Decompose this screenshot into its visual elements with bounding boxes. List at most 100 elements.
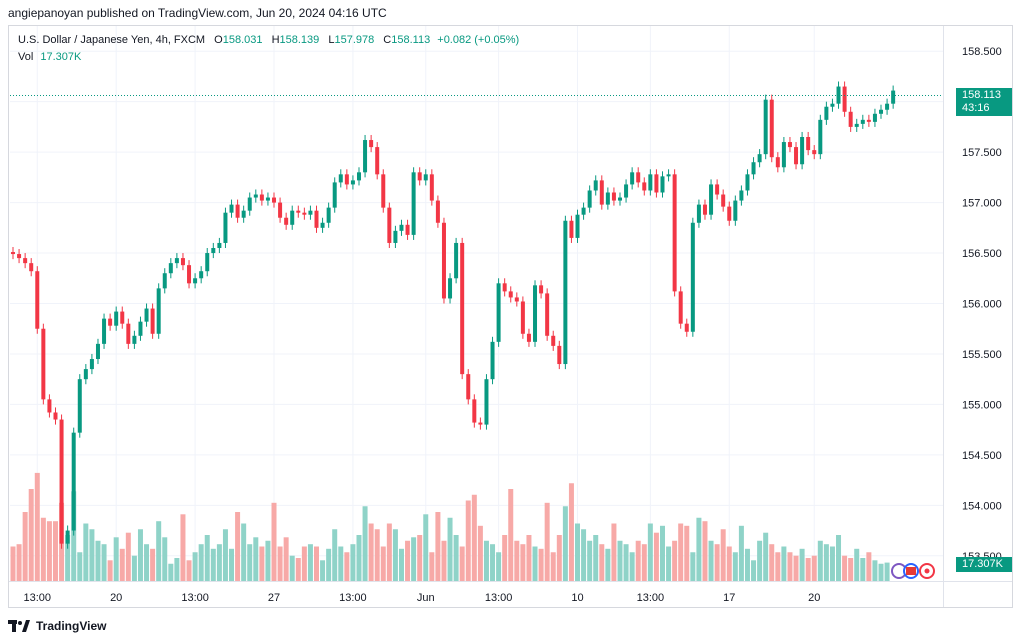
candle bbox=[332, 177, 337, 213]
volume-bar bbox=[659, 525, 665, 581]
candle-body bbox=[654, 174, 659, 193]
volume-bar bbox=[836, 535, 842, 581]
time-axis: 13:00 20 13:00 27 13:00 Jun 13:00 10 13:00 17 20 bbox=[24, 592, 821, 604]
close-value: 158.113 bbox=[391, 34, 431, 46]
volume-bar bbox=[435, 512, 441, 581]
volume-bar bbox=[702, 521, 708, 581]
candle bbox=[885, 98, 890, 115]
candle-body bbox=[624, 184, 629, 198]
symbol-legend: U.S. Dollar / Japanese Yen, 4h, FXCM O 15… bbox=[18, 32, 519, 65]
open-label: O bbox=[214, 34, 223, 46]
candle bbox=[168, 258, 173, 279]
candle bbox=[715, 179, 720, 200]
volume-bar bbox=[866, 552, 872, 581]
volume-bar bbox=[326, 548, 332, 581]
candle-body bbox=[114, 311, 119, 326]
volume-bar bbox=[441, 540, 447, 581]
candle-body bbox=[35, 271, 40, 329]
volume-label[interactable]: Vol bbox=[18, 51, 34, 63]
candle bbox=[824, 101, 829, 125]
candle bbox=[284, 212, 289, 230]
volume-bar bbox=[362, 506, 368, 581]
candle bbox=[666, 169, 671, 182]
candle bbox=[114, 306, 119, 331]
candle bbox=[296, 205, 301, 218]
candle-body bbox=[89, 359, 94, 370]
candle-body bbox=[144, 308, 149, 322]
volume-bar bbox=[708, 540, 714, 581]
candle-body bbox=[435, 200, 440, 223]
candle-body bbox=[885, 103, 890, 110]
volume-bar bbox=[332, 529, 338, 581]
footer-brand[interactable]: TradingView bbox=[8, 619, 106, 633]
volume-bar bbox=[465, 500, 471, 581]
volume-bar bbox=[150, 548, 156, 581]
volume-bar bbox=[860, 558, 866, 581]
y-tick-label: 156.500 bbox=[962, 248, 1002, 260]
gridlines bbox=[10, 26, 943, 581]
candle-body bbox=[721, 194, 726, 207]
candle-body bbox=[259, 194, 264, 201]
candle-body bbox=[781, 142, 786, 168]
candle-body bbox=[344, 174, 349, 185]
volume-bar bbox=[623, 544, 629, 581]
volume-bar bbox=[593, 535, 599, 581]
candle bbox=[812, 145, 817, 160]
candle bbox=[587, 185, 592, 213]
volume-bar bbox=[301, 546, 307, 581]
candle bbox=[23, 253, 28, 269]
volume-bar bbox=[16, 544, 22, 581]
candle-body bbox=[775, 157, 780, 168]
change-value: +0.082 (+0.05%) bbox=[437, 34, 520, 46]
candle bbox=[11, 246, 15, 260]
candle bbox=[326, 202, 331, 228]
candle-body bbox=[162, 273, 167, 289]
volume-bar bbox=[514, 540, 520, 581]
candle-body bbox=[848, 111, 853, 127]
candle bbox=[174, 253, 179, 269]
candle-body bbox=[696, 204, 701, 223]
candle bbox=[763, 94, 768, 160]
close-label: C bbox=[383, 34, 392, 46]
volume-bar bbox=[253, 537, 259, 581]
volume-bar bbox=[459, 546, 465, 581]
candle-body bbox=[684, 323, 689, 332]
candle bbox=[678, 286, 683, 329]
candle-body bbox=[308, 210, 313, 215]
y-tick-label: 158.500 bbox=[962, 46, 1002, 58]
candle bbox=[830, 98, 835, 112]
candle-body bbox=[866, 119, 871, 122]
volume-bar bbox=[854, 548, 860, 581]
footer-brand-text: TradingView bbox=[36, 619, 107, 633]
last-price-tag: 158.113 43:16 bbox=[956, 88, 1012, 116]
candle bbox=[611, 187, 616, 206]
candle-body bbox=[77, 379, 82, 433]
symbol-title[interactable]: U.S. Dollar / Japanese Yen, 4h, FXCM bbox=[18, 34, 206, 46]
candle bbox=[733, 195, 738, 226]
candle bbox=[879, 104, 884, 119]
candle bbox=[520, 296, 525, 339]
volume-bar bbox=[22, 512, 28, 581]
candle bbox=[199, 266, 204, 284]
time-axis-divider bbox=[9, 581, 1012, 582]
candle-body bbox=[872, 113, 877, 122]
x-tick-label: 17 bbox=[723, 592, 735, 604]
candle bbox=[338, 169, 343, 188]
candle bbox=[369, 134, 374, 153]
candle-body bbox=[727, 206, 732, 221]
candle bbox=[265, 192, 270, 206]
candle-body bbox=[132, 335, 137, 344]
candle bbox=[533, 280, 538, 347]
candle-body bbox=[666, 174, 671, 177]
candle-body bbox=[193, 278, 198, 284]
candle bbox=[411, 167, 416, 240]
volume-bar bbox=[101, 544, 107, 581]
volume-bar bbox=[289, 555, 295, 581]
low-label: L bbox=[328, 34, 335, 46]
candle-body bbox=[490, 341, 495, 380]
volume-bar bbox=[684, 525, 690, 581]
volume-bar bbox=[28, 489, 34, 581]
volume-bar bbox=[386, 523, 392, 581]
event-icons[interactable] bbox=[891, 563, 935, 579]
